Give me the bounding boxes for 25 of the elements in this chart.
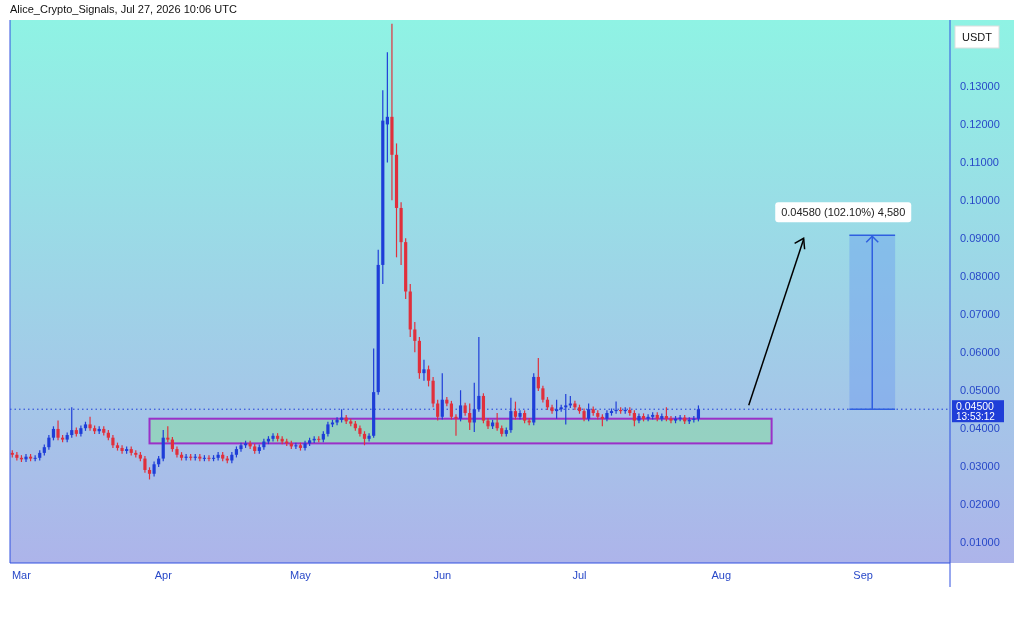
y-tick-label: 0.01000	[960, 535, 1000, 548]
y-tick-label: 0.03000	[960, 460, 1000, 473]
y-tick-label: 0.10000	[960, 194, 1000, 207]
y-tick-label: 0.11000	[960, 156, 999, 169]
y-tick-label: 0.09000	[960, 232, 1000, 245]
ref-line-label: 0.04500	[956, 400, 995, 413]
x-tick-label: Mar	[11, 569, 32, 581]
y-tick-label: 0.12000	[960, 118, 1000, 131]
band-label: 0.04580 (102.10%) 4,580	[781, 206, 906, 219]
y-tick-label: 0.07000	[960, 308, 1000, 321]
x-tick-label: May	[290, 569, 312, 581]
y-tick-label: 0.13000	[960, 80, 1000, 93]
y-tick-label: 0.05000	[960, 384, 1000, 397]
y-tick-label: 0.06000	[960, 346, 1000, 359]
y-axis-title: USDT	[962, 31, 993, 43]
y-tick-label: 0.04000	[960, 422, 1000, 435]
x-tick-label: Apr	[154, 569, 173, 581]
y-tick-label: 0.08000	[960, 270, 1000, 283]
x-tick-label: Sep	[853, 569, 873, 581]
x-tick-label: Jul	[572, 569, 587, 581]
y-tick-label: 0.02000	[960, 497, 1000, 510]
x-tick-label: Jun	[433, 569, 452, 581]
chart-title: Alice_Crypto_Signals, Jul 27, 2026 10:06 UTC	[10, 3, 237, 15]
x-tick-label: Aug	[711, 569, 732, 581]
text: 13:53:12	[956, 411, 996, 423]
